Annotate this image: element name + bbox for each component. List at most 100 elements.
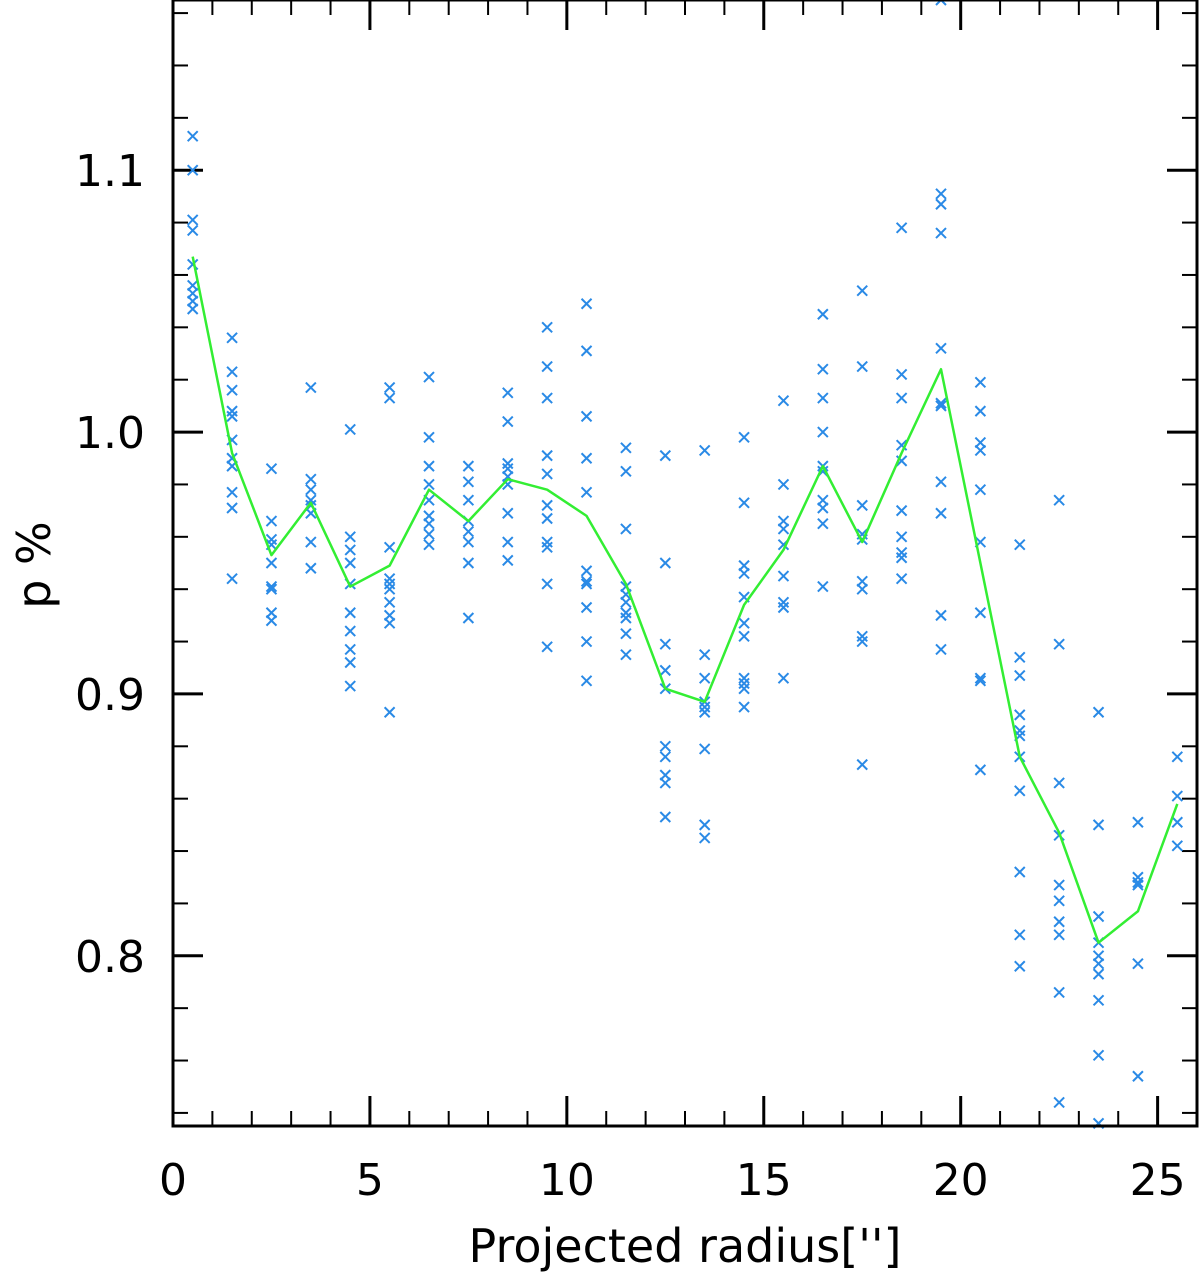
x-tick-label: 5: [356, 1155, 384, 1206]
data-point: [738, 630, 750, 643]
data-point: [344, 656, 356, 669]
x-tick-label: 10: [539, 1155, 595, 1206]
data-point: [383, 583, 396, 595]
data-point: [580, 410, 593, 423]
data-point: [698, 701, 711, 713]
data-point: [1014, 538, 1026, 551]
data-point: [974, 764, 987, 776]
data-point: [1014, 724, 1026, 737]
data-point: [935, 643, 947, 656]
data-point: [777, 570, 790, 582]
data-point: [541, 536, 553, 548]
data-point: [974, 444, 987, 457]
data-point: [935, 507, 947, 519]
data-point: [620, 612, 632, 624]
minor-ticks: [173, 0, 1198, 1126]
data-point: [1014, 960, 1026, 972]
data-point: [502, 536, 514, 548]
data-point: [698, 832, 711, 844]
data-point: [265, 557, 278, 569]
data-point: [462, 557, 475, 569]
data-point: [423, 431, 435, 444]
data-point: [344, 680, 356, 692]
data-point: [738, 682, 750, 695]
x-tick-label: 20: [933, 1155, 989, 1206]
data-point: [620, 648, 632, 661]
data-point: [226, 573, 238, 585]
data-point: [620, 596, 632, 608]
data-point: [620, 465, 632, 478]
data-point: [580, 452, 593, 464]
data-point: [817, 308, 829, 320]
data-point: [1132, 1070, 1144, 1082]
y-tick-label: 1.0: [75, 408, 145, 459]
data-point: [1171, 790, 1184, 802]
data-point: [383, 573, 396, 585]
data-point: [777, 523, 790, 535]
data-point: [777, 394, 790, 407]
data-point: [974, 607, 987, 619]
data-point: [423, 518, 435, 530]
data-point: [305, 381, 317, 394]
data-point: [265, 515, 278, 527]
x-tick-labels: 0 5 10 15 20 25: [159, 1155, 1186, 1206]
data-point: [659, 740, 672, 753]
data-point: [1171, 816, 1184, 828]
data-point: [974, 405, 987, 417]
data-point: [383, 706, 396, 718]
data-point: [580, 578, 593, 590]
x-tick-label: 25: [1130, 1155, 1186, 1206]
data-point: [423, 538, 435, 551]
data-point: [1092, 706, 1105, 718]
y-tick-label: 0.8: [75, 932, 145, 983]
data-point: [895, 546, 908, 559]
data-point: [856, 583, 868, 595]
data-point: [738, 497, 750, 509]
data-point: [1014, 651, 1026, 663]
data-point: [620, 523, 632, 535]
series-line-group: [191, 256, 1179, 944]
data-point: [344, 625, 356, 637]
data-point: [1014, 929, 1026, 941]
data-point: [935, 397, 947, 409]
data-point: [659, 557, 672, 569]
data-point: [777, 478, 790, 491]
data-point: [423, 528, 435, 540]
data-point: [541, 512, 553, 525]
data-point: [186, 224, 199, 237]
data-point: [265, 614, 278, 627]
data-point: [305, 483, 317, 496]
data-point: [502, 415, 514, 428]
data-point: [935, 188, 947, 200]
data-point: [462, 536, 475, 548]
data-point: [935, 0, 947, 6]
data-point: [344, 557, 356, 569]
data-point: [1092, 957, 1105, 970]
data-point: [226, 410, 238, 423]
data-point: [383, 578, 396, 590]
data-point: [659, 449, 672, 462]
data-point: [305, 473, 317, 485]
data-point: [698, 743, 711, 755]
data-point: [383, 596, 396, 608]
data-point: [935, 198, 947, 210]
data-point: [1053, 916, 1065, 928]
data-point: [895, 552, 908, 564]
x-tick-label: 15: [736, 1155, 792, 1206]
data-point: [226, 405, 238, 417]
data-point: [541, 468, 553, 480]
data-point: [738, 672, 750, 684]
data-point: [895, 368, 908, 381]
data-point: [541, 578, 553, 590]
data-point: [856, 635, 868, 648]
data-point: [1014, 709, 1026, 721]
data-point: [226, 332, 238, 344]
y-axis-label: p %: [7, 521, 61, 609]
data-point: [738, 617, 750, 629]
data-point: [1014, 669, 1026, 682]
data-point: [738, 701, 750, 713]
data-point: [502, 387, 514, 399]
data-point: [620, 442, 632, 454]
data-point: [1053, 777, 1065, 789]
